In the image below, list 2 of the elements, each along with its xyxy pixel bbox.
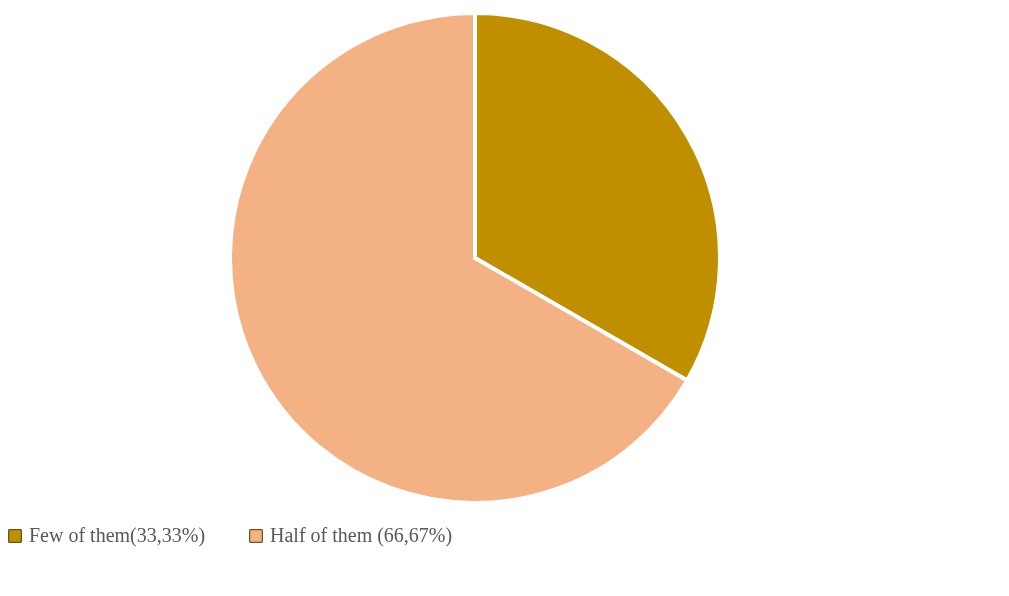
legend-label: Few of them(33,33%) <box>29 524 206 547</box>
legend-label: Half of them (66,67%) <box>270 524 453 547</box>
